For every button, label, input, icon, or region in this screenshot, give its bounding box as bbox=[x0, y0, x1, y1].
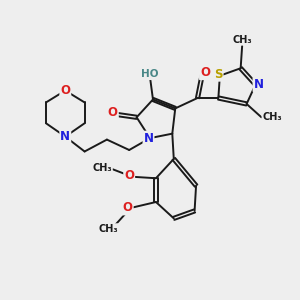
Text: CH₃: CH₃ bbox=[99, 224, 118, 234]
Text: HO: HO bbox=[141, 69, 159, 79]
Text: O: O bbox=[108, 106, 118, 119]
Text: CH₃: CH₃ bbox=[262, 112, 282, 122]
Text: O: O bbox=[200, 66, 210, 79]
Text: N: N bbox=[60, 130, 70, 143]
Text: O: O bbox=[60, 84, 70, 97]
Text: S: S bbox=[214, 68, 223, 81]
Text: N: N bbox=[143, 132, 154, 145]
Text: N: N bbox=[254, 78, 263, 91]
Text: O: O bbox=[124, 169, 134, 182]
Text: CH₃: CH₃ bbox=[232, 35, 252, 45]
Text: O: O bbox=[123, 202, 133, 214]
Text: CH₃: CH₃ bbox=[93, 163, 112, 173]
